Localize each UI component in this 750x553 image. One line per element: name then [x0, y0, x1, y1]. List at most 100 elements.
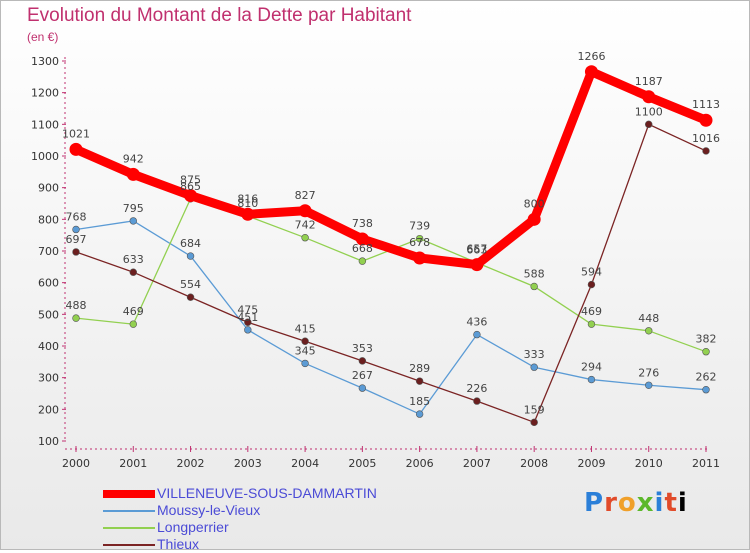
data-label: 294 — [581, 361, 602, 374]
proxiti-logo: Proxiti — [584, 488, 688, 518]
data-label: 816 — [237, 192, 258, 205]
y-tick-label: 600 — [38, 277, 59, 290]
chart-title: Evolution du Montant de la Dette par Hab… — [27, 5, 412, 26]
data-label: 159 — [524, 403, 545, 416]
x-tick-label: 2008 — [520, 457, 548, 470]
data-label: 451 — [237, 311, 258, 324]
data-point — [72, 314, 80, 322]
data-point — [702, 386, 710, 394]
data-label: 739 — [409, 220, 430, 233]
data-point — [186, 293, 195, 301]
data-label: 800 — [524, 197, 545, 210]
data-label: 875 — [180, 174, 201, 187]
data-point — [527, 212, 541, 226]
data-point — [473, 397, 481, 405]
data-label: 226 — [466, 382, 487, 395]
data-point — [473, 330, 481, 339]
data-point — [244, 326, 252, 334]
data-label: 353 — [352, 342, 373, 355]
x-tick-label: 2001 — [119, 457, 147, 470]
data-label: 795 — [123, 202, 144, 215]
legend-swatch — [103, 527, 155, 529]
data-point — [584, 65, 598, 79]
data-point — [72, 248, 80, 256]
y-tick-label: 1300 — [31, 55, 59, 68]
y-tick-label: 800 — [38, 213, 59, 226]
data-point — [413, 251, 427, 265]
y-tick-label: 700 — [38, 245, 59, 258]
legend-label: Moussy-le-Vieux — [157, 502, 261, 518]
data-label: 668 — [352, 242, 373, 255]
x-tick-label: 2009 — [577, 457, 605, 470]
x-tick-label: 2004 — [291, 457, 319, 470]
data-point — [72, 225, 80, 234]
data-label: 436 — [466, 316, 487, 329]
series-line-moussy-le-vieux — [75, 220, 707, 415]
data-label: 742 — [295, 219, 316, 232]
data-point — [587, 320, 596, 328]
data-label: 810 — [237, 197, 258, 210]
y-tick-label: 100 — [38, 435, 59, 448]
x-tick-label: 2010 — [635, 457, 663, 470]
data-label: 827 — [295, 189, 316, 202]
series-line-thieux — [75, 123, 707, 423]
data-point — [587, 280, 596, 289]
data-point — [530, 363, 538, 371]
data-label: 678 — [409, 236, 430, 249]
y-tick-label: 1000 — [31, 150, 59, 163]
data-point — [129, 268, 137, 276]
data-point — [298, 204, 312, 218]
legend-label: Longperrier — [157, 519, 229, 535]
data-point — [358, 357, 367, 365]
data-point — [184, 189, 198, 203]
series-line-longperrier — [75, 198, 707, 353]
legend-swatch — [103, 510, 155, 512]
data-point — [244, 318, 252, 326]
data-label: 475 — [237, 303, 258, 316]
series-line-villeneuve-sous-dammartin — [74, 67, 708, 270]
y-tick-label: 900 — [38, 182, 59, 195]
data-point — [129, 320, 137, 328]
data-label: 1100 — [635, 105, 663, 118]
data-point — [415, 377, 424, 385]
data-label: 657 — [466, 243, 487, 256]
y-tick-label: 1100 — [31, 118, 59, 131]
data-point — [355, 232, 369, 246]
data-label: 1113 — [692, 98, 720, 111]
x-tick-label: 2000 — [62, 457, 90, 470]
x-tick-label: 2002 — [177, 457, 205, 470]
data-label: 738 — [352, 217, 373, 230]
data-label: 469 — [123, 305, 144, 318]
data-point — [699, 113, 713, 127]
data-point — [702, 147, 710, 155]
data-label: 588 — [524, 267, 545, 280]
data-label: 768 — [66, 210, 87, 223]
data-point — [241, 207, 255, 221]
data-point — [358, 384, 367, 392]
data-label: 448 — [638, 312, 659, 325]
data-point — [645, 120, 653, 129]
data-point — [645, 381, 653, 389]
x-tick-label: 2006 — [406, 457, 434, 470]
data-point — [126, 167, 140, 181]
data-point — [301, 337, 309, 345]
data-point — [358, 257, 367, 265]
data-point — [415, 234, 424, 243]
data-point — [301, 359, 309, 368]
data-point — [186, 252, 195, 260]
data-point — [530, 418, 538, 427]
data-point — [642, 90, 656, 104]
legend-swatch — [103, 490, 155, 498]
data-point — [415, 410, 424, 418]
data-label: 697 — [66, 233, 87, 246]
data-label: 594 — [581, 266, 602, 279]
data-label: 469 — [581, 305, 602, 318]
data-point — [530, 282, 538, 291]
data-point — [702, 348, 710, 356]
data-label: 276 — [638, 366, 659, 379]
data-label: 267 — [352, 369, 373, 382]
x-tick-label: 2003 — [234, 457, 262, 470]
data-label: 1021 — [62, 127, 90, 140]
